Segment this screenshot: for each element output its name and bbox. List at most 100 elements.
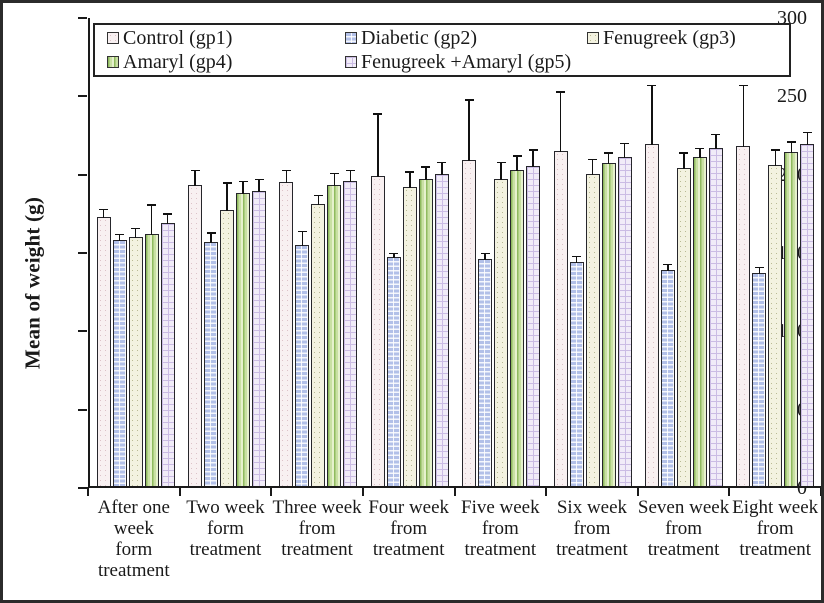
bar-amaryl-gp4-: [784, 141, 799, 486]
error-bar-cap: [464, 99, 474, 101]
error-bar: [190, 169, 200, 187]
legend-item: Diabetic (gp2): [345, 26, 587, 50]
error-bar-cap: [238, 180, 248, 183]
error-bar-cap: [147, 204, 157, 206]
legend-item: Control (gp1): [107, 26, 345, 50]
error-bar-cap: [373, 113, 383, 115]
bar-amaryl-gp4-: [510, 155, 525, 486]
legend-item: Amaryl (gp4): [107, 50, 345, 74]
error-bar: [620, 142, 630, 158]
x-tick-mark: [728, 487, 731, 496]
error-bar: [222, 182, 232, 212]
error-bar: [679, 152, 689, 169]
x-category-label: Seven week from treatment: [637, 497, 730, 560]
legend-swatch-icon: [107, 56, 119, 68]
bar-fenugreek-gp3-: [585, 158, 600, 486]
error-bar: [770, 149, 780, 166]
error-bar-cap: [163, 213, 173, 215]
y-tick-label: 250: [777, 85, 807, 108]
bar-amaryl-gp4-: [144, 204, 159, 486]
x-category-label: After one week form treatment: [97, 497, 170, 581]
error-bar: [131, 227, 141, 238]
error-bar: [329, 172, 339, 187]
error-bar-cap: [512, 155, 522, 157]
error-bar: [802, 131, 812, 146]
error-bar: [512, 155, 522, 171]
error-bar: [496, 161, 506, 180]
x-tick-mark: [453, 487, 456, 496]
legend-label: Fenugreek +Amaryl (gp5): [361, 51, 572, 73]
error-bar-cap: [647, 84, 657, 87]
bar-control-gp1-: [279, 169, 294, 486]
error-bar-cap: [588, 158, 598, 161]
error-bar: [663, 263, 673, 271]
bar-amaryl-gp4-: [418, 166, 433, 486]
error-bar: [604, 152, 614, 165]
bar-control-gp1-: [188, 169, 203, 486]
y-tick-mark: [78, 252, 87, 254]
error-bar: [556, 91, 566, 152]
error-bar-cap: [528, 149, 538, 151]
error-bar-cap: [572, 255, 582, 258]
bar-fenugreek-amaryl-gp5-: [343, 169, 358, 486]
bar-diabetic-gp2-: [478, 252, 493, 486]
x-tick-mark: [361, 487, 364, 496]
bar-control-gp1-: [96, 208, 111, 486]
error-bar: [281, 169, 291, 184]
x-tick-mark: [545, 487, 548, 496]
error-bar: [786, 141, 796, 154]
error-bar-cap: [604, 152, 614, 154]
error-bar-cap: [663, 263, 673, 266]
error-bar: [147, 204, 157, 235]
bar-diabetic-gp2-: [112, 233, 127, 486]
error-bar-cap: [131, 227, 141, 230]
error-bar-cap: [405, 171, 415, 173]
error-bar: [647, 84, 657, 146]
bar-fenugreek-gp3-: [128, 227, 143, 486]
bar-diabetic-gp2-: [752, 266, 767, 486]
bar-diabetic-gp2-: [386, 252, 401, 486]
error-bar-cap: [770, 149, 780, 151]
bar-control-gp1-: [462, 99, 477, 486]
y-axis-title: Mean of weight (g): [20, 196, 45, 370]
error-bar: [254, 178, 264, 193]
legend-label: Fenugreek (gp3): [603, 27, 736, 49]
bar-fenugreek-gp3-: [676, 152, 691, 486]
y-tick-mark: [78, 173, 87, 176]
error-bar-cap: [254, 178, 264, 181]
bar-diabetic-gp2-: [569, 255, 584, 486]
y-tick-label: 0: [797, 477, 807, 499]
x-category-label: Three week from treatment: [272, 497, 362, 560]
error-bar-cap: [556, 91, 566, 93]
bar-fenugreek-gp3-: [494, 161, 509, 486]
bar-control-gp1-: [553, 91, 568, 486]
x-axis-labels: After one week form treatment Two week fo…: [88, 497, 821, 581]
error-bar-cap: [206, 232, 216, 234]
error-bar: [528, 149, 538, 168]
bar-diabetic-gp2-: [295, 230, 310, 486]
bar-amaryl-gp4-: [601, 152, 616, 486]
error-bar-cap: [754, 266, 764, 269]
legend-box: Control (gp1) Diabetic (gp2) Fenugreek (gp…: [93, 23, 791, 77]
legend-swatch-icon: [345, 32, 357, 44]
error-bar: [115, 233, 125, 242]
error-bar-cap: [786, 141, 796, 143]
error-bar: [313, 194, 323, 205]
error-bar-cap: [389, 252, 399, 255]
error-bar: [695, 147, 705, 158]
error-bar: [572, 255, 582, 263]
error-bar: [206, 232, 216, 243]
legend-label: Amaryl (gp4): [123, 51, 233, 73]
error-bar: [163, 213, 173, 224]
legend-item: Fenugreek +Amaryl (gp5): [345, 50, 587, 74]
error-bar-cap: [190, 169, 200, 172]
x-category-label: Four week from treatment: [368, 497, 450, 560]
x-tick-mark: [270, 487, 273, 496]
error-bar: [480, 252, 490, 260]
error-bar-cap: [313, 194, 323, 197]
bar-fenugreek-gp3-: [402, 171, 417, 486]
bar-fenugreek-amaryl-gp5-: [526, 149, 541, 486]
bar-fenugreek-amaryl-gp5-: [434, 161, 449, 486]
error-bar: [464, 99, 474, 162]
y-tick-mark: [78, 487, 87, 489]
